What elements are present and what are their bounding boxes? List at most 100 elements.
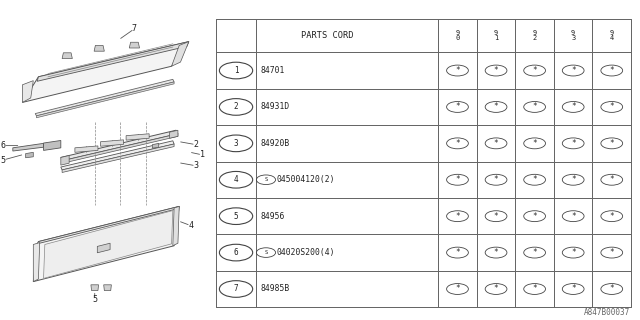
- Bar: [515, 198, 554, 234]
- Text: 3: 3: [234, 139, 238, 148]
- Polygon shape: [94, 45, 104, 51]
- Bar: [256, 89, 438, 125]
- Polygon shape: [33, 243, 40, 282]
- Polygon shape: [61, 156, 69, 165]
- Bar: [438, 271, 477, 307]
- Text: 4: 4: [188, 221, 193, 230]
- Text: 6: 6: [1, 141, 6, 150]
- Text: *: *: [571, 212, 575, 221]
- Text: 4: 4: [234, 175, 238, 184]
- Bar: [515, 89, 554, 125]
- Text: 9
1: 9 1: [494, 30, 498, 41]
- Text: 1: 1: [200, 150, 205, 159]
- Text: 6: 6: [234, 248, 238, 257]
- Polygon shape: [22, 42, 189, 102]
- Polygon shape: [173, 206, 179, 246]
- Text: 5: 5: [234, 212, 238, 221]
- Polygon shape: [129, 42, 140, 48]
- Text: *: *: [609, 175, 614, 184]
- Polygon shape: [126, 134, 149, 140]
- Bar: [477, 89, 515, 125]
- Text: *: *: [571, 248, 575, 257]
- Bar: [216, 234, 256, 271]
- Text: 9
0: 9 0: [456, 30, 460, 41]
- Bar: [477, 234, 515, 271]
- Bar: [256, 234, 438, 271]
- Text: *: *: [532, 139, 537, 148]
- Polygon shape: [44, 140, 61, 150]
- Text: 2: 2: [234, 102, 238, 111]
- Bar: [216, 198, 256, 234]
- Text: 9
2: 9 2: [532, 30, 537, 41]
- Bar: [593, 271, 631, 307]
- Polygon shape: [33, 206, 179, 282]
- Bar: [477, 125, 515, 162]
- Text: PARTS CORD: PARTS CORD: [301, 31, 353, 40]
- Polygon shape: [97, 243, 110, 253]
- Bar: [593, 89, 631, 125]
- Polygon shape: [152, 143, 159, 148]
- Text: *: *: [571, 284, 575, 293]
- Bar: [554, 234, 593, 271]
- Text: *: *: [493, 139, 499, 148]
- Text: *: *: [571, 175, 575, 184]
- Text: 04020S200(4): 04020S200(4): [277, 248, 335, 257]
- Text: 2: 2: [193, 140, 198, 149]
- Text: *: *: [455, 139, 460, 148]
- Text: *: *: [455, 175, 460, 184]
- Bar: [256, 162, 438, 198]
- Polygon shape: [100, 140, 124, 146]
- Polygon shape: [61, 141, 174, 170]
- Bar: [438, 234, 477, 271]
- Bar: [216, 89, 256, 125]
- Bar: [593, 125, 631, 162]
- Bar: [515, 162, 554, 198]
- Text: *: *: [609, 284, 614, 293]
- Polygon shape: [172, 42, 189, 66]
- Text: 5: 5: [1, 156, 6, 164]
- Text: *: *: [493, 284, 499, 293]
- Bar: [256, 52, 438, 89]
- Bar: [515, 19, 554, 52]
- Polygon shape: [63, 134, 178, 163]
- Bar: [216, 125, 256, 162]
- Polygon shape: [37, 206, 179, 244]
- Bar: [438, 89, 477, 125]
- Text: *: *: [571, 102, 575, 111]
- Bar: [593, 52, 631, 89]
- Bar: [515, 271, 554, 307]
- Text: *: *: [532, 102, 537, 111]
- Text: *: *: [609, 102, 614, 111]
- Text: *: *: [571, 139, 575, 148]
- Text: *: *: [532, 66, 537, 75]
- Bar: [438, 52, 477, 89]
- Text: *: *: [609, 66, 614, 75]
- Text: *: *: [493, 102, 499, 111]
- Bar: [593, 19, 631, 52]
- Text: 84701: 84701: [261, 66, 285, 75]
- Bar: [515, 52, 554, 89]
- Polygon shape: [61, 130, 178, 161]
- Polygon shape: [75, 146, 98, 152]
- Bar: [216, 162, 256, 198]
- Text: S: S: [264, 250, 268, 255]
- Bar: [438, 198, 477, 234]
- Text: *: *: [455, 212, 460, 221]
- Text: *: *: [532, 212, 537, 221]
- Text: S: S: [264, 177, 268, 182]
- Bar: [593, 234, 631, 271]
- Text: 045004120(2): 045004120(2): [277, 175, 335, 184]
- Text: *: *: [609, 139, 614, 148]
- Text: *: *: [455, 66, 460, 75]
- Text: *: *: [493, 248, 499, 257]
- Polygon shape: [62, 53, 72, 59]
- Bar: [256, 19, 438, 52]
- Text: *: *: [493, 212, 499, 221]
- Text: 84985B: 84985B: [261, 284, 290, 293]
- Polygon shape: [26, 152, 33, 158]
- Bar: [477, 162, 515, 198]
- Polygon shape: [91, 285, 99, 291]
- Text: 5: 5: [92, 295, 97, 304]
- Polygon shape: [22, 81, 33, 102]
- Text: *: *: [532, 248, 537, 257]
